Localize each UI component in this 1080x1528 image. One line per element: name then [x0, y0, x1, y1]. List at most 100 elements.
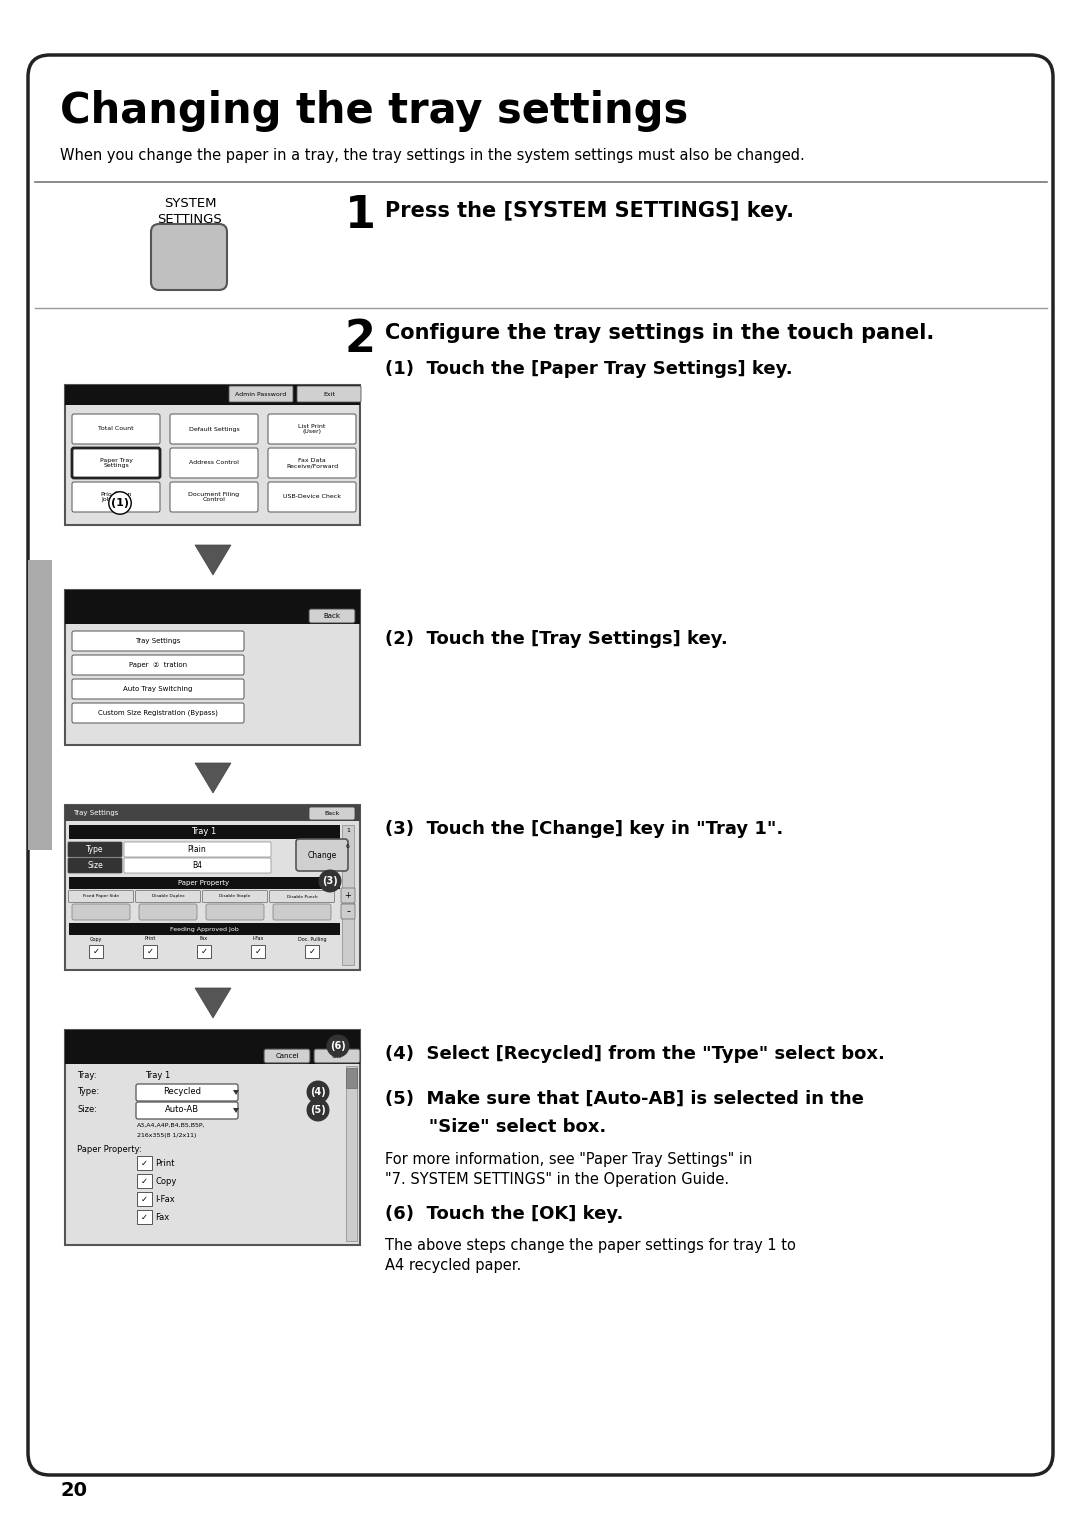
Text: Tray Settings: Tray Settings [73, 810, 119, 816]
FancyBboxPatch shape [68, 842, 122, 857]
Bar [65, 590, 360, 608]
Text: When you change the paper in a tray, the tray settings in the system settings mu: When you change the paper in a tray, the… [60, 148, 805, 163]
Text: (6): (6) [330, 1041, 346, 1051]
Text: ✓: ✓ [140, 1213, 148, 1221]
FancyBboxPatch shape [143, 944, 157, 958]
Text: Disable Staple: Disable Staple [219, 894, 251, 898]
Text: 1: 1 [346, 828, 350, 833]
Bar [65, 1030, 360, 1245]
FancyBboxPatch shape [72, 448, 160, 478]
Text: Change: Change [308, 851, 337, 859]
Text: (3): (3) [322, 876, 338, 886]
Text: (3)  Touch the [Change] key in "Tray 1".: (3) Touch the [Change] key in "Tray 1". [384, 821, 783, 837]
Text: ✓: ✓ [147, 946, 153, 955]
FancyBboxPatch shape [268, 481, 356, 512]
Text: Auto Tray Switching: Auto Tray Switching [123, 686, 192, 692]
Text: Exit: Exit [323, 391, 335, 396]
FancyBboxPatch shape [68, 859, 122, 872]
Text: ✓: ✓ [255, 946, 261, 955]
Text: Copy: Copy [90, 937, 103, 941]
Text: Auto-AB: Auto-AB [165, 1105, 199, 1114]
Text: I-Fax: I-Fax [253, 937, 264, 941]
Text: Default Settings: Default Settings [189, 426, 240, 431]
FancyBboxPatch shape [251, 944, 265, 958]
Text: Back: Back [324, 613, 340, 619]
Text: Prio.①tion
Job Order: Prio.①tion Job Order [100, 492, 132, 503]
Text: Paper  ②  tration: Paper ② tration [129, 662, 187, 668]
Bar [65, 608, 360, 623]
FancyBboxPatch shape [72, 631, 244, 651]
Text: Fax Data
Receive/Forward: Fax Data Receive/Forward [286, 458, 338, 468]
Text: Paper Property: Paper Property [178, 880, 230, 886]
Text: List Print
(User): List Print (User) [298, 423, 326, 434]
FancyBboxPatch shape [72, 703, 244, 723]
Text: SYSTEM
SETTINGS: SYSTEM SETTINGS [158, 197, 222, 226]
FancyBboxPatch shape [314, 1050, 360, 1063]
Text: -: - [346, 906, 350, 915]
FancyBboxPatch shape [136, 1155, 151, 1169]
Text: I-Fax: I-Fax [156, 1195, 175, 1204]
Text: Total Count: Total Count [98, 426, 134, 431]
FancyBboxPatch shape [264, 1050, 310, 1063]
Text: Fixed Paper Side: Fixed Paper Side [83, 894, 119, 898]
Bar [346, 1067, 357, 1241]
Text: Configure the tray settings in the touch panel.: Configure the tray settings in the touch… [384, 322, 934, 342]
Text: Document Filing
Control: Document Filing Control [188, 492, 240, 503]
Text: Press the [SYSTEM SETTINGS] key.: Press the [SYSTEM SETTINGS] key. [384, 202, 794, 222]
Text: Print: Print [145, 937, 156, 941]
Text: (5): (5) [310, 1105, 326, 1115]
FancyBboxPatch shape [170, 481, 258, 512]
Text: (4): (4) [310, 1086, 326, 1097]
Bar [65, 1030, 360, 1048]
Text: Size: Size [87, 860, 103, 869]
FancyBboxPatch shape [273, 905, 330, 920]
Text: 20: 20 [60, 1481, 87, 1499]
Text: Recycled: Recycled [163, 1088, 201, 1097]
FancyBboxPatch shape [305, 944, 319, 958]
Bar [28, 559, 52, 850]
Text: (2)  Touch the [Tray Settings] key.: (2) Touch the [Tray Settings] key. [384, 630, 728, 648]
Bar [69, 877, 340, 889]
Text: Type: Type [86, 845, 104, 854]
Text: +: + [345, 891, 351, 900]
Text: ✓: ✓ [140, 1158, 148, 1167]
FancyBboxPatch shape [341, 905, 355, 918]
Text: Paper Tray
Settings: Paper Tray Settings [99, 458, 133, 468]
Bar [65, 385, 360, 405]
Text: Type:: Type: [77, 1088, 99, 1097]
Bar [65, 805, 360, 970]
Text: Tray Settings: Tray Settings [135, 639, 180, 643]
FancyBboxPatch shape [124, 842, 271, 857]
Text: Disable Duplex: Disable Duplex [151, 894, 185, 898]
Bar [65, 805, 360, 821]
FancyBboxPatch shape [170, 414, 258, 445]
FancyBboxPatch shape [136, 1174, 151, 1187]
FancyBboxPatch shape [268, 414, 356, 445]
Text: Feeding Approved Job: Feeding Approved Job [170, 926, 239, 932]
Text: Fax: Fax [200, 937, 208, 941]
Text: Fax: Fax [156, 1213, 170, 1221]
FancyBboxPatch shape [170, 448, 258, 478]
FancyBboxPatch shape [89, 944, 103, 958]
Text: Doc. Pulling: Doc. Pulling [298, 937, 326, 941]
FancyBboxPatch shape [68, 891, 134, 903]
FancyBboxPatch shape [270, 891, 335, 903]
Text: A4 recycled paper.: A4 recycled paper. [384, 1258, 522, 1273]
Text: 2: 2 [345, 318, 376, 361]
Text: ✓: ✓ [201, 946, 207, 955]
Text: (4)  Select [Recycled] from the "Type" select box.: (4) Select [Recycled] from the "Type" se… [384, 1045, 885, 1063]
Polygon shape [233, 1108, 239, 1112]
Text: Tray 1: Tray 1 [145, 1071, 171, 1080]
FancyBboxPatch shape [136, 1192, 151, 1206]
FancyBboxPatch shape [72, 678, 244, 698]
FancyBboxPatch shape [203, 891, 268, 903]
Text: (1): (1) [111, 498, 129, 507]
Bar [342, 825, 354, 966]
FancyBboxPatch shape [72, 414, 160, 445]
Text: (5)  Make sure that [Auto-AB] is selected in the: (5) Make sure that [Auto-AB] is selected… [384, 1089, 864, 1108]
Text: B4: B4 [192, 860, 202, 869]
Bar [346, 1068, 357, 1088]
FancyBboxPatch shape [309, 807, 355, 821]
Text: (1)  Touch the [Paper Tray Settings] key.: (1) Touch the [Paper Tray Settings] key. [384, 361, 793, 377]
Text: Back: Back [324, 811, 340, 816]
